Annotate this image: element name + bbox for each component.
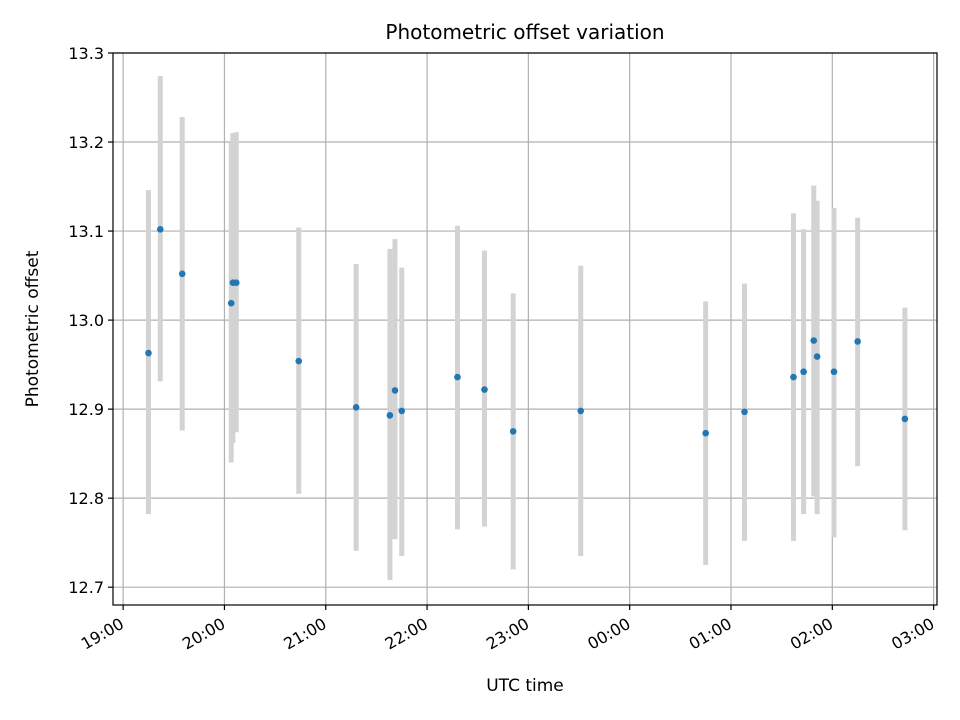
y-tick-label: 13.3	[68, 44, 104, 63]
y-tick-label: 13.0	[68, 311, 104, 330]
x-tick-label: 01:00	[686, 614, 735, 654]
x-tick-label: 23:00	[483, 614, 532, 654]
data-point	[702, 429, 709, 437]
data-point	[741, 408, 748, 416]
y-tick-label: 12.8	[68, 489, 104, 508]
y-axis-label: Photometric offset	[23, 250, 43, 407]
data-point	[398, 407, 406, 415]
x-tick-label: 00:00	[584, 614, 633, 654]
data-point	[156, 225, 164, 233]
data-point	[790, 373, 797, 381]
data-point	[481, 386, 488, 393]
data-point	[830, 368, 838, 376]
data-point	[386, 412, 394, 419]
y-tick-label: 12.7	[68, 578, 104, 597]
x-axis-label: UTC time	[486, 676, 564, 696]
x-tick-label: 21:00	[280, 614, 329, 654]
chart-title: Photometric offset variation	[385, 20, 664, 44]
x-tick-label: 03:00	[888, 614, 937, 654]
grid-lines	[113, 52, 937, 605]
data-point	[227, 299, 235, 307]
data-point	[178, 270, 186, 278]
error-bars	[145, 76, 908, 581]
y-axis-ticks: 12.7 12.8 12.9 13.0 13.1 13.2 13.3	[68, 44, 113, 597]
data-point	[391, 387, 399, 394]
data-point	[295, 357, 303, 365]
data-point	[352, 404, 360, 411]
data-point	[145, 349, 152, 357]
x-tick-label: 02:00	[787, 614, 836, 654]
data-point	[800, 368, 807, 376]
plot-frame	[112, 52, 938, 606]
data-point	[901, 415, 909, 423]
data-points	[145, 225, 909, 437]
y-tick-label: 12.9	[68, 400, 104, 419]
y-tick-label: 13.2	[68, 133, 104, 152]
x-tick-label: 22:00	[382, 614, 431, 654]
data-point	[810, 337, 818, 344]
y-tick-label: 13.1	[68, 222, 104, 241]
data-point	[232, 279, 240, 287]
data-point	[509, 428, 517, 435]
x-tick-label: 20:00	[179, 614, 228, 654]
x-tick-label: 19:00	[78, 614, 127, 654]
data-point	[813, 353, 821, 360]
x-axis-ticks: 19:00 20:00 21:00 22:00 23:00 00:00 01:00 02:00…	[78, 605, 938, 654]
data-point	[454, 373, 461, 381]
data-point	[577, 407, 585, 415]
data-point	[854, 338, 861, 345]
